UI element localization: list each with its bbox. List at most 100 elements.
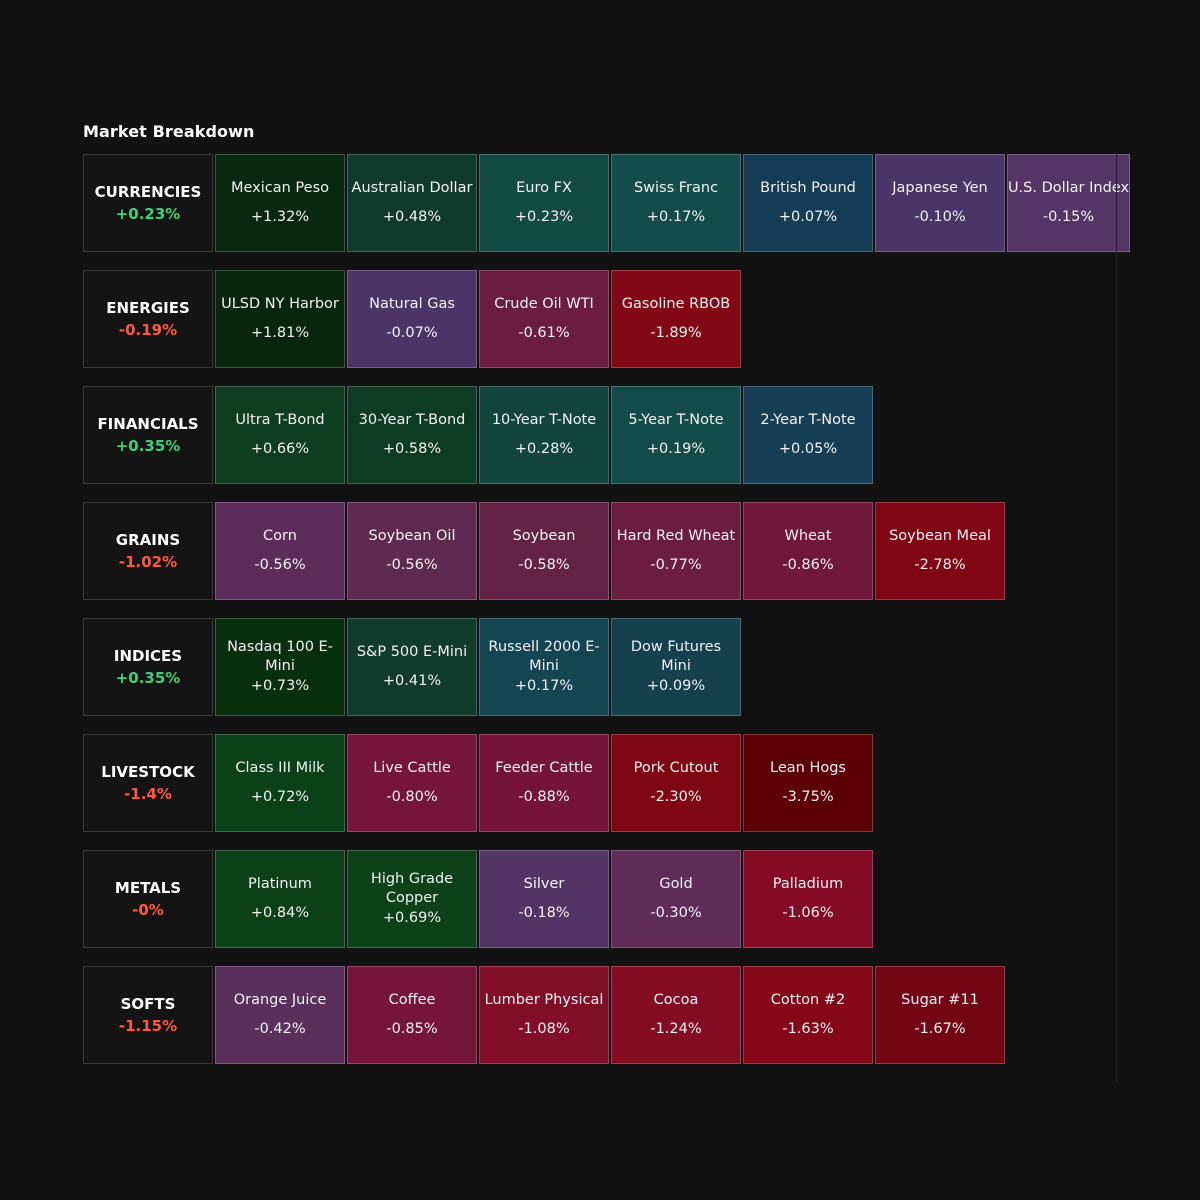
market-change: +0.07% <box>778 209 838 225</box>
market-tile[interactable]: Dow Futures Mini +0.09% <box>611 618 741 716</box>
market-name: High Grade Copper <box>370 871 454 906</box>
market-name: Soybean Meal <box>889 528 991 544</box>
market-name: Palladium <box>772 876 844 892</box>
category-change: +0.35% <box>115 437 181 455</box>
market-name: Pork Cutout <box>633 760 719 776</box>
market-change: +0.17% <box>646 209 706 225</box>
market-tile[interactable]: Mexican Peso +1.32% <box>215 154 345 252</box>
category-tile[interactable]: FINANCIALS +0.35% <box>83 386 213 484</box>
market-name: 30-Year T-Bond <box>358 412 466 428</box>
category-tile[interactable]: CURRENCIES +0.23% <box>83 154 213 252</box>
market-tile[interactable]: Coffee -0.85% <box>347 966 477 1064</box>
market-name: Cotton #2 <box>770 992 846 1008</box>
market-tile[interactable]: Soybean -0.58% <box>479 502 609 600</box>
category-change: -1.4% <box>124 785 172 803</box>
market-tile[interactable]: Silver -0.18% <box>479 850 609 948</box>
market-tile[interactable]: 10-Year T-Note +0.28% <box>479 386 609 484</box>
market-name: Platinum <box>248 876 312 892</box>
market-tile[interactable]: Gold -0.30% <box>611 850 741 948</box>
category-tile[interactable]: SOFTS -1.15% <box>83 966 213 1064</box>
market-tile[interactable]: Russell 2000 E-Mini +0.17% <box>479 618 609 716</box>
category-tile[interactable]: LIVESTOCK -1.4% <box>83 734 213 832</box>
market-row-livestock: LIVESTOCK -1.4% Class III Milk +0.72% Live C… <box>83 734 873 832</box>
market-tile[interactable]: Japanese Yen -0.10% <box>875 154 1005 252</box>
panel-divider <box>1116 154 1117 1082</box>
market-change: +1.81% <box>250 325 310 341</box>
market-change: -0.80% <box>386 789 438 805</box>
category-tile[interactable]: METALS -0% <box>83 850 213 948</box>
category-tile[interactable]: ENERGIES -0.19% <box>83 270 213 368</box>
market-tile[interactable]: U.S. Dollar Index -0.15% <box>1007 154 1130 252</box>
market-tile[interactable]: Feeder Cattle -0.88% <box>479 734 609 832</box>
market-tile[interactable]: Australian Dollar +0.48% <box>347 154 477 252</box>
market-tile[interactable]: Hard Red Wheat -0.77% <box>611 502 741 600</box>
category-change: -1.15% <box>118 1017 178 1035</box>
category-name: GRAINS <box>115 531 181 549</box>
market-tile[interactable]: Soybean Oil -0.56% <box>347 502 477 600</box>
category-tile[interactable]: GRAINS -1.02% <box>83 502 213 600</box>
market-change: +0.05% <box>778 441 838 457</box>
market-name: Corn <box>263 528 297 544</box>
market-change: -2.78% <box>914 557 966 573</box>
category-name: ENERGIES <box>106 299 190 317</box>
market-tile[interactable]: ULSD NY Harbor +1.81% <box>215 270 345 368</box>
market-tile[interactable]: 2-Year T-Note +0.05% <box>743 386 873 484</box>
category-tile[interactable]: INDICES +0.35% <box>83 618 213 716</box>
market-name: U.S. Dollar Index <box>1007 180 1130 196</box>
market-tile[interactable]: Nasdaq 100 E-Mini +0.73% <box>215 618 345 716</box>
market-change: +0.28% <box>514 441 574 457</box>
market-change: -1.89% <box>650 325 702 341</box>
category-name: INDICES <box>113 647 183 665</box>
market-tile[interactable]: Platinum +0.84% <box>215 850 345 948</box>
market-change: +0.09% <box>646 678 706 694</box>
market-change: -0.10% <box>914 209 966 225</box>
market-change: -2.30% <box>650 789 702 805</box>
market-change: -3.75% <box>782 789 834 805</box>
market-tile[interactable]: Lean Hogs -3.75% <box>743 734 873 832</box>
market-tile[interactable]: Gasoline RBOB -1.89% <box>611 270 741 368</box>
market-tile[interactable]: Cotton #2 -1.63% <box>743 966 873 1064</box>
market-name: Gasoline RBOB <box>621 296 731 312</box>
market-tile[interactable]: Cocoa -1.24% <box>611 966 741 1064</box>
category-name: CURRENCIES <box>94 183 202 201</box>
category-change: +0.35% <box>115 669 181 687</box>
market-row-softs: SOFTS -1.15% Orange Juice -0.42% Coffee -0.85… <box>83 966 1005 1064</box>
market-change: -0.56% <box>386 557 438 573</box>
market-change: +0.66% <box>250 441 310 457</box>
market-change: +0.84% <box>250 905 310 921</box>
market-tile[interactable]: Corn -0.56% <box>215 502 345 600</box>
market-tile[interactable]: 5-Year T-Note +0.19% <box>611 386 741 484</box>
market-tile[interactable]: Euro FX +0.23% <box>479 154 609 252</box>
category-name: FINANCIALS <box>97 415 199 433</box>
market-name: Feeder Cattle <box>495 760 593 776</box>
market-change: -0.07% <box>386 325 438 341</box>
market-tile[interactable]: High Grade Copper +0.69% <box>347 850 477 948</box>
market-tile[interactable]: 30-Year T-Bond +0.58% <box>347 386 477 484</box>
page-title: Market Breakdown <box>83 122 255 141</box>
market-tile[interactable]: Live Cattle -0.80% <box>347 734 477 832</box>
market-name: Silver <box>523 876 565 892</box>
market-tile[interactable]: Ultra T-Bond +0.66% <box>215 386 345 484</box>
market-change: -1.24% <box>650 1021 702 1037</box>
market-tile[interactable]: Crude Oil WTI -0.61% <box>479 270 609 368</box>
market-tile[interactable]: Pork Cutout -2.30% <box>611 734 741 832</box>
market-tile[interactable]: Lumber Physical -1.08% <box>479 966 609 1064</box>
market-tile[interactable]: S&P 500 E-Mini +0.41% <box>347 618 477 716</box>
market-change: -1.67% <box>914 1021 966 1037</box>
market-change: -0.85% <box>386 1021 438 1037</box>
market-change: +0.17% <box>514 678 574 694</box>
market-tile[interactable]: Orange Juice -0.42% <box>215 966 345 1064</box>
market-change: +0.19% <box>646 441 706 457</box>
market-name: S&P 500 E-Mini <box>356 644 468 660</box>
market-name: Sugar #11 <box>901 992 979 1008</box>
market-tile[interactable]: Sugar #11 -1.67% <box>875 966 1005 1064</box>
market-tile[interactable]: Palladium -1.06% <box>743 850 873 948</box>
market-name: Swiss Franc <box>633 180 719 196</box>
market-tile[interactable]: Natural Gas -0.07% <box>347 270 477 368</box>
market-tile[interactable]: British Pound +0.07% <box>743 154 873 252</box>
market-tile[interactable]: Swiss Franc +0.17% <box>611 154 741 252</box>
market-tile[interactable]: Soybean Meal -2.78% <box>875 502 1005 600</box>
market-name: Cocoa <box>653 992 699 1008</box>
market-tile[interactable]: Class III Milk +0.72% <box>215 734 345 832</box>
market-tile[interactable]: Wheat -0.86% <box>743 502 873 600</box>
